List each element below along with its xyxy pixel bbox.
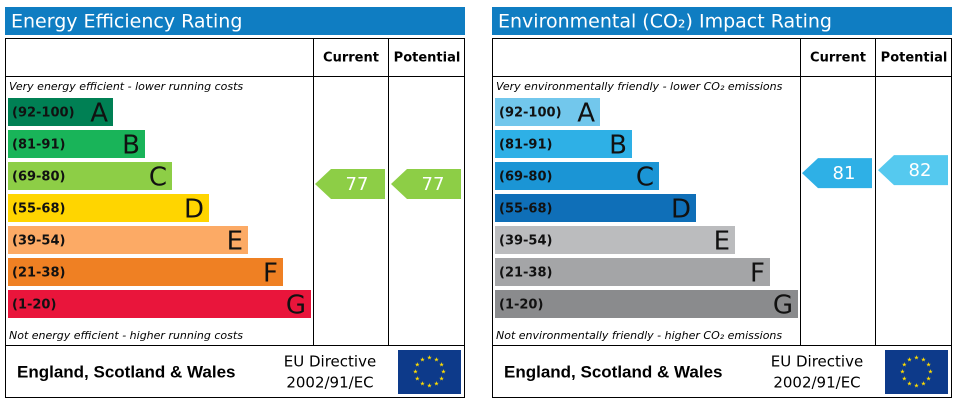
eu-star: ★ bbox=[415, 362, 420, 369]
band bbox=[495, 194, 696, 222]
eu-star: ★ bbox=[914, 355, 919, 362]
eu-star: ★ bbox=[921, 356, 926, 363]
eu-star: ★ bbox=[441, 369, 446, 376]
rating-arrow bbox=[802, 158, 872, 189]
header-potential: Potential bbox=[394, 51, 461, 66]
band bbox=[8, 226, 248, 254]
band-letter: C bbox=[149, 163, 167, 193]
eu-star: ★ bbox=[907, 381, 912, 388]
eu-star: ★ bbox=[415, 376, 420, 383]
rating-panel: Energy Efficiency Rating Current Potential… bbox=[5, 7, 465, 398]
footer-region: England, Scotland & Wales bbox=[504, 362, 723, 381]
header-current: Current bbox=[810, 51, 866, 66]
eu-star: ★ bbox=[420, 381, 425, 388]
band-range: (92-100) bbox=[499, 106, 562, 121]
frame bbox=[492, 38, 952, 398]
eu-star: ★ bbox=[926, 376, 931, 383]
directive-line1: EU Directive bbox=[771, 353, 863, 371]
band-range: (55-68) bbox=[12, 202, 65, 217]
rating-value: 77 bbox=[422, 174, 445, 195]
band bbox=[8, 290, 311, 318]
eu-star: ★ bbox=[914, 383, 919, 390]
band-range: (69-80) bbox=[12, 170, 65, 185]
eu-star: ★ bbox=[434, 356, 439, 363]
band bbox=[495, 130, 632, 158]
eu-flag bbox=[398, 350, 461, 394]
band-range: (39-54) bbox=[499, 234, 552, 249]
band-letter: G bbox=[286, 291, 306, 321]
eu-star: ★ bbox=[427, 383, 432, 390]
band-letter: D bbox=[671, 195, 691, 225]
eu-star: ★ bbox=[902, 362, 907, 369]
eu-star: ★ bbox=[928, 369, 933, 376]
eu-star: ★ bbox=[921, 381, 926, 388]
eu-star: ★ bbox=[907, 356, 912, 363]
band-range: (81-91) bbox=[12, 138, 65, 153]
band-range: (21-38) bbox=[12, 266, 65, 281]
rating-arrow bbox=[391, 169, 461, 199]
band bbox=[495, 162, 659, 190]
eu-star: ★ bbox=[439, 362, 444, 369]
directive-line2: 2002/91/EC bbox=[286, 374, 373, 392]
band-letter: B bbox=[609, 131, 627, 161]
band-range: (92-100) bbox=[12, 106, 75, 121]
band bbox=[495, 98, 600, 126]
band-range: (21-38) bbox=[499, 266, 552, 281]
band bbox=[495, 258, 770, 286]
band-letter: E bbox=[714, 227, 730, 257]
band-letter: B bbox=[122, 131, 140, 161]
band-letter: F bbox=[750, 259, 765, 289]
band-letter: C bbox=[636, 163, 654, 193]
eu-star: ★ bbox=[434, 381, 439, 388]
rating-value: 81 bbox=[833, 163, 856, 184]
band bbox=[8, 98, 113, 126]
eu-star: ★ bbox=[439, 376, 444, 383]
band bbox=[495, 290, 798, 318]
band-letter: F bbox=[263, 259, 278, 289]
rating-value: 77 bbox=[346, 174, 369, 195]
eu-star: ★ bbox=[926, 362, 931, 369]
top-note: Very energy efficient - lower running co… bbox=[9, 80, 243, 93]
band-range: (55-68) bbox=[499, 202, 552, 217]
eu-star: ★ bbox=[902, 376, 907, 383]
top-note: Very environmentally friendly - lower CO… bbox=[496, 80, 783, 93]
band-range: (1-20) bbox=[499, 298, 543, 313]
panel-title: Environmental (CO₂) Impact Rating bbox=[498, 11, 832, 33]
rating-panel: Environmental (CO₂) Impact Rating Current… bbox=[492, 7, 952, 398]
eu-flag bbox=[885, 350, 948, 394]
directive-line2: 2002/91/EC bbox=[773, 374, 860, 392]
band-range: (81-91) bbox=[499, 138, 552, 153]
eu-star: ★ bbox=[420, 356, 425, 363]
band-range: (69-80) bbox=[499, 170, 552, 185]
rating-arrow bbox=[315, 169, 385, 199]
band-letter: D bbox=[184, 195, 204, 225]
title-bar bbox=[5, 7, 465, 35]
band bbox=[8, 258, 283, 286]
panel-title: Energy Efficiency Rating bbox=[11, 11, 242, 33]
rating-value: 82 bbox=[909, 160, 932, 181]
band-letter: A bbox=[577, 99, 595, 129]
directive-line1: EU Directive bbox=[284, 353, 376, 371]
band-range: (39-54) bbox=[12, 234, 65, 249]
eu-star: ★ bbox=[900, 369, 905, 376]
rating-arrow bbox=[878, 155, 948, 186]
band-range: (1-20) bbox=[12, 298, 56, 313]
eu-star: ★ bbox=[413, 369, 418, 376]
band bbox=[8, 162, 172, 190]
header-current: Current bbox=[323, 51, 379, 66]
band-letter: E bbox=[227, 227, 243, 257]
band bbox=[495, 226, 735, 254]
title-bar bbox=[492, 7, 952, 35]
band bbox=[8, 194, 209, 222]
frame bbox=[5, 38, 465, 398]
band-letter: G bbox=[773, 291, 793, 321]
band-letter: A bbox=[90, 99, 108, 129]
header-potential: Potential bbox=[881, 51, 948, 66]
footer-region: England, Scotland & Wales bbox=[17, 362, 236, 381]
band bbox=[8, 130, 145, 158]
bottom-note: Not energy efficient - higher running co… bbox=[9, 329, 243, 342]
bottom-note: Not environmentally friendly - higher CO… bbox=[496, 329, 782, 342]
eu-star: ★ bbox=[427, 355, 432, 362]
